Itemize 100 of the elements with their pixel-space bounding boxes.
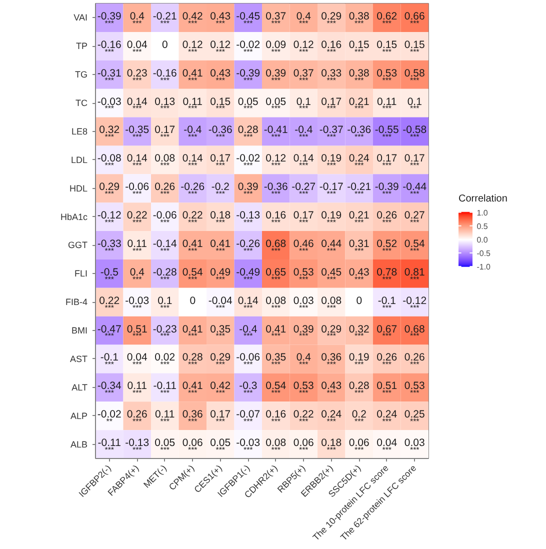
text: 0.11 *** (127, 380, 147, 398)
text: 0.37 *** (293, 67, 314, 85)
text: 0.68 *** (404, 323, 425, 341)
y-tick-label: BMI (72, 326, 88, 336)
text: 0.26 *** (376, 210, 398, 227)
text: -0.36 *** (264, 181, 288, 199)
text: 0.08 *** (154, 152, 176, 170)
text: -0.36 *** (347, 124, 372, 142)
text: 0.21 *** (348, 210, 370, 227)
color-bar-label: -0.5 (476, 248, 492, 258)
text: 0.43 *** (321, 380, 342, 398)
text: 0.41 *** (182, 380, 203, 398)
text: 0.22 *** (126, 210, 148, 227)
text: -0.35 *** (125, 124, 150, 142)
text: 0.29 *** (321, 10, 342, 28)
text: 0.23 *** (126, 67, 148, 85)
y-tick-label: FLI (74, 268, 88, 279)
y-tick-label: ALB (70, 439, 88, 450)
text: 0.17 *** (293, 210, 314, 227)
text: 0.06 *** (348, 437, 370, 454)
text: 0.1 *** (296, 96, 311, 114)
text: 0.02 *** (154, 352, 176, 370)
text: 0.41 *** (182, 238, 203, 256)
text: -0.07 *** (236, 408, 260, 426)
text: 0.44 *** (321, 238, 342, 256)
text: 0.08 *** (266, 294, 286, 312)
text: -0.37 *** (319, 124, 344, 142)
y-tick-label: GGT (68, 240, 88, 250)
text: 0.14 *** (238, 294, 258, 312)
text: -0.14 *** (152, 238, 177, 256)
text: 0.42 *** (210, 380, 231, 398)
text: -0.39 *** (374, 181, 399, 199)
text: -0.3 *** (239, 380, 258, 398)
text: 0.05 *** (238, 96, 258, 114)
text: 0.45 *** (321, 266, 342, 284)
text: 0.28 *** (238, 124, 258, 142)
text: 0.28 *** (182, 352, 203, 370)
y-tick-label: ALP (70, 410, 88, 421)
text: 0.27 *** (404, 210, 425, 227)
text: 0.26 *** (126, 408, 148, 426)
text: -0.47 *** (97, 323, 122, 341)
text: 0.81 *** (404, 266, 425, 284)
text: 0.28 *** (348, 380, 370, 398)
text: 0.17 *** (376, 152, 398, 170)
text: -0.16 *** (152, 67, 177, 85)
text: -0.31 *** (97, 67, 122, 85)
text: 0.06 *** (293, 437, 314, 454)
text: 0.25 *** (404, 408, 425, 426)
text: 0.43 *** (210, 10, 231, 28)
text: 0.19 *** (348, 352, 370, 370)
text: 0.03 *** (404, 437, 425, 454)
text: 0.33 *** (321, 67, 342, 85)
text: -0.26 *** (236, 238, 260, 256)
text: -0.06 *** (236, 352, 260, 370)
text: 0.22 *** (293, 408, 314, 426)
text: 0.53 *** (293, 266, 314, 284)
text: -0.45 *** (236, 10, 260, 28)
text: 0.14 *** (182, 152, 203, 170)
text: 0.18 *** (210, 210, 231, 227)
text: 0.42 *** (182, 10, 203, 28)
text: 0.11 *** (377, 96, 397, 114)
text: 0.14 *** (293, 152, 314, 170)
text: 0.04 *** (126, 38, 148, 56)
text: -0.27 *** (292, 181, 316, 199)
text: 0.62 *** (376, 10, 398, 28)
text: 0.4 *** (296, 352, 311, 370)
color-bar-label: -1.0 (476, 262, 492, 272)
text: -0.44 *** (402, 181, 427, 199)
text: 0.54 *** (266, 380, 286, 398)
text: -0.16 *** (97, 38, 122, 56)
data-label: 0 (356, 294, 362, 307)
text: -0.39 *** (236, 67, 260, 85)
text: -0.34 *** (97, 380, 122, 398)
text: 0.4 *** (130, 266, 144, 284)
text: -0.2 *** (211, 181, 230, 199)
text: 0.17 *** (210, 152, 231, 170)
text: 0.16 *** (266, 210, 286, 227)
text: 0.21 *** (348, 96, 370, 114)
y-tick-label: ALT (72, 382, 88, 392)
text: 0.15 *** (376, 38, 398, 56)
text: -0.02 *** (236, 38, 260, 56)
text: 0.12 *** (210, 38, 231, 56)
text: 0.41 *** (266, 323, 286, 341)
text: 0.1 *** (158, 294, 172, 312)
text: 0.04 *** (376, 437, 398, 454)
text: 0.15 *** (210, 96, 231, 114)
text: -0.11 *** (153, 380, 176, 398)
text: 0.17 *** (321, 96, 342, 114)
text: 0.26 *** (404, 352, 425, 370)
text: -0.49 *** (236, 266, 260, 284)
text: -0.04 *** (208, 294, 232, 312)
text: 0.18 *** (321, 437, 342, 454)
y-tick-label: TC (76, 98, 88, 108)
text: 0.4 *** (296, 10, 311, 28)
text: -0.06 *** (152, 210, 177, 227)
text: -0.4 *** (294, 124, 313, 142)
text: -0.17 *** (319, 181, 344, 199)
y-tick-label: HDL (69, 183, 88, 194)
text: 0.43 *** (348, 266, 370, 284)
color-bar-label: 0.5 (476, 222, 488, 231)
